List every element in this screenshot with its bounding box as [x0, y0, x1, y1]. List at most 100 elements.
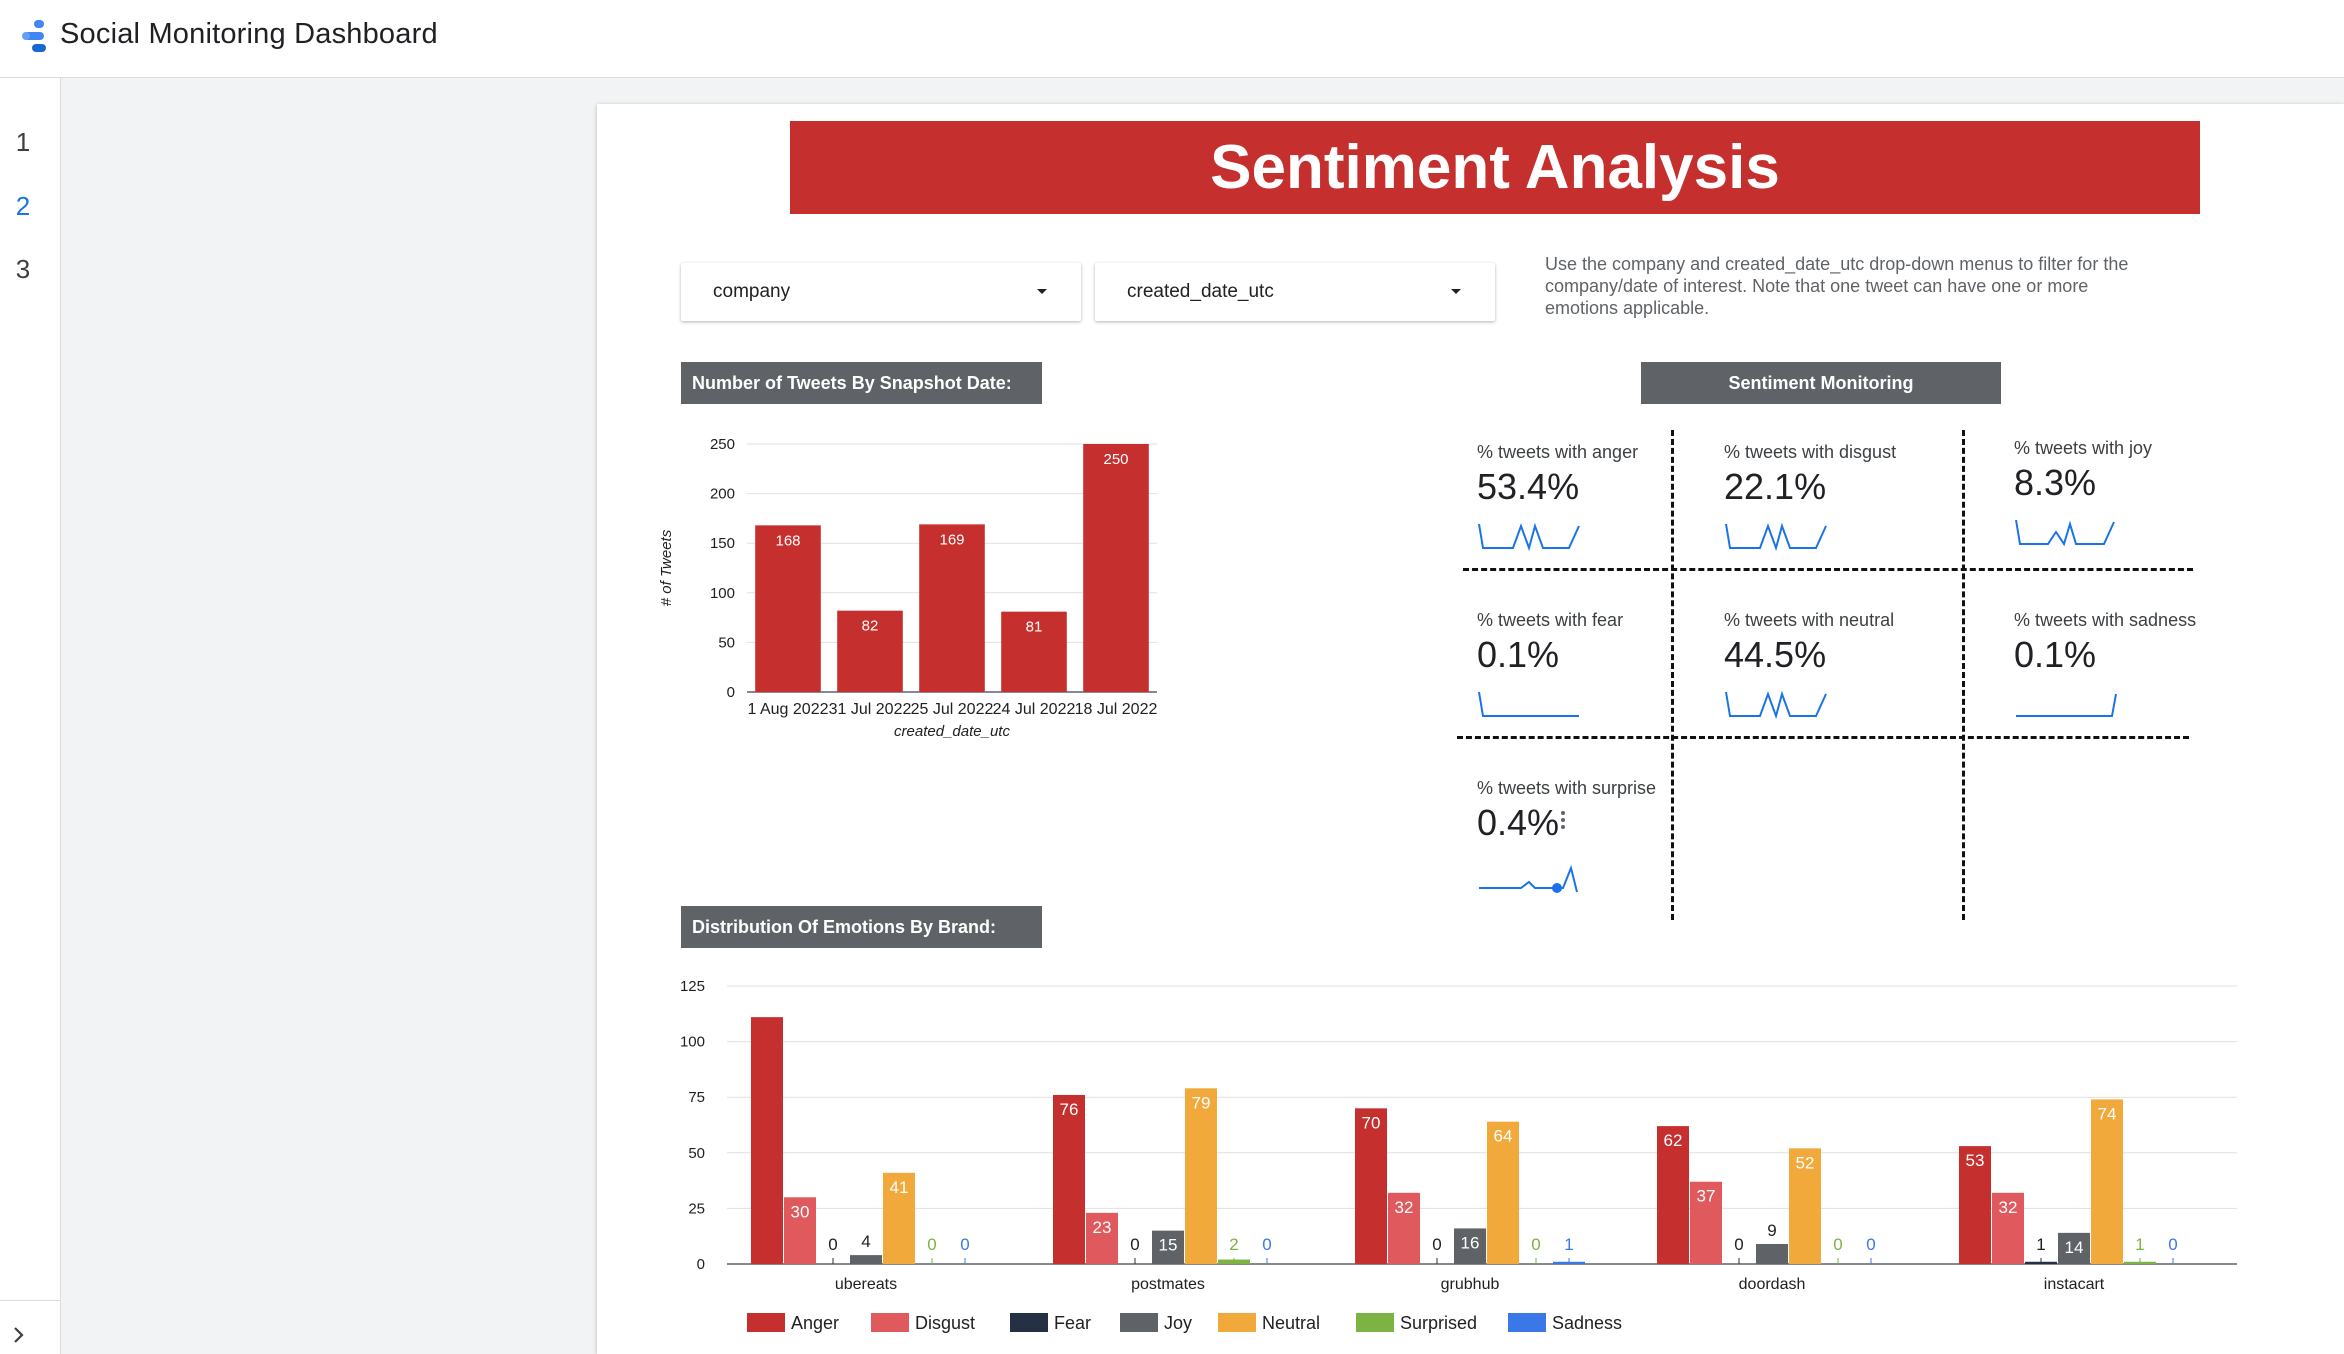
- scorecard-label: % tweets with neutral: [1724, 610, 1895, 630]
- tweets-by-date-chart[interactable]: 0 50 100 150 200 250 168 1 Aug 2022 82 31 Jul 202…: [647, 424, 1207, 984]
- dropdown-arrow-icon: [1451, 289, 1461, 294]
- data-label: 74: [2098, 1104, 2117, 1123]
- top-bar: Social Monitoring Dashboard: [0, 0, 2344, 78]
- y-tick-label: 75: [688, 1089, 705, 1106]
- legend-swatch: [871, 1313, 909, 1332]
- data-label: 76: [1060, 1100, 1079, 1119]
- company-filter-dropdown[interactable]: company: [681, 263, 1081, 321]
- y-tick-label: 100: [710, 585, 735, 602]
- data-label: 52: [1796, 1153, 1815, 1172]
- page-link-1[interactable]: 1: [15, 127, 31, 157]
- data-label: 32: [1999, 1198, 2018, 1217]
- data-label: 2: [1229, 1235, 1238, 1254]
- scorecard-value: 0.1%: [2014, 634, 2097, 675]
- legend-swatch: [1010, 1313, 1048, 1332]
- scorecard-surprise[interactable]: % tweets with surprise 0.4%: [1477, 778, 1707, 918]
- bar: [1690, 1181, 1722, 1264]
- legend-label: Neutral: [1262, 1313, 1321, 1333]
- data-label: 0: [960, 1235, 969, 1254]
- bar: [2091, 1099, 2123, 1264]
- bar: [1185, 1088, 1217, 1264]
- data-label: 169: [939, 531, 964, 548]
- data-label: 14: [2065, 1238, 2084, 1257]
- data-label: 4: [861, 1232, 870, 1251]
- data-label: 250: [1103, 451, 1128, 468]
- data-label: 15: [1159, 1236, 1178, 1255]
- data-label: 53: [1966, 1151, 1985, 1170]
- scorecard-value: 0.4%: [1477, 802, 1560, 843]
- x-tick-label: 18 Jul 2022: [1075, 701, 1158, 718]
- data-label: 41: [890, 1178, 909, 1197]
- data-label: 0: [927, 1235, 936, 1254]
- scorecard-anger[interactable]: % tweets with anger 53.4%: [1477, 442, 1707, 582]
- legend-item[interactable]: Joy: [1120, 1310, 1192, 1336]
- y-tick-label: 25: [688, 1200, 705, 1217]
- x-tick-label: postmates: [1131, 1276, 1205, 1293]
- page-banner-title: Sentiment Analysis: [790, 121, 2200, 214]
- legend-swatch: [1508, 1313, 1546, 1332]
- y-tick-label: 100: [680, 1034, 705, 1051]
- legend-label: Disgust: [915, 1313, 976, 1333]
- grid-divider-vertical-1: [1671, 430, 1674, 920]
- legend-item[interactable]: Fear: [1010, 1310, 1091, 1336]
- bar: [1355, 1108, 1387, 1264]
- grid-divider-horizontal-2: [1457, 736, 2189, 739]
- date-filter-dropdown[interactable]: created_date_utc: [1095, 263, 1495, 321]
- tweets-section-label: Number of Tweets By Snapshot Date:: [681, 362, 1042, 404]
- scorecard-value: 0.1%: [1477, 634, 1560, 675]
- bar: [883, 1172, 915, 1264]
- x-tick-label: ubereats: [835, 1276, 897, 1293]
- company-filter-label: company: [713, 281, 791, 302]
- page-link-3[interactable]: 3: [15, 254, 31, 284]
- legend-label: Sadness: [1552, 1313, 1623, 1333]
- bar: [1053, 1094, 1085, 1264]
- x-tick-label: grubhub: [1441, 1276, 1500, 1293]
- data-label: 79: [1192, 1093, 1211, 1112]
- scorecard-label: % tweets with fear: [1477, 610, 1624, 630]
- scorecard-value: 53.4%: [1477, 466, 1580, 507]
- data-label: 62: [1664, 1131, 1683, 1150]
- data-label: 64: [1494, 1127, 1513, 1146]
- y-tick-label: 0: [697, 1256, 705, 1273]
- legend-item[interactable]: Sadness: [1508, 1310, 1622, 1336]
- scorecard-sadness[interactable]: % tweets with sadness 0.1%: [2014, 610, 2244, 750]
- y-tick-label: 0: [727, 684, 735, 701]
- data-label: 82: [862, 618, 879, 635]
- scorecard-value: 22.1%: [1724, 466, 1827, 507]
- scorecard-value: 8.3%: [2014, 462, 2097, 503]
- bar: [784, 1197, 816, 1264]
- data-label: 81: [1026, 619, 1043, 636]
- scorecard-label: % tweets with joy: [2014, 438, 2153, 458]
- legend-item[interactable]: Neutral: [1218, 1310, 1320, 1336]
- scorecard-fear[interactable]: % tweets with fear 0.1%: [1477, 610, 1707, 750]
- legend-swatch: [1356, 1313, 1394, 1332]
- bar: [1083, 444, 1149, 692]
- bar: [1086, 1212, 1118, 1264]
- x-tick-label: 25 Jul 2022: [911, 701, 994, 718]
- y-tick-label: 200: [710, 486, 735, 503]
- legend-label: Joy: [1164, 1313, 1193, 1333]
- x-tick-label: instacart: [2044, 1276, 2105, 1293]
- data-label: 168: [775, 532, 800, 549]
- chevron-right-icon[interactable]: [12, 1320, 26, 1351]
- sentiment-section-label: Sentiment Monitoring: [1641, 362, 2001, 404]
- data-label: 0: [1262, 1235, 1271, 1254]
- scorecard-disgust[interactable]: % tweets with disgust 22.1%: [1724, 442, 1954, 582]
- filter-instructions-text: Use the company and created_date_utc dro…: [1545, 254, 2129, 318]
- scorecard-label: % tweets with sadness: [2014, 610, 2197, 630]
- legend-item[interactable]: Anger: [747, 1310, 839, 1336]
- y-tick-label: 50: [688, 1145, 705, 1162]
- scorecard-neutral[interactable]: % tweets with neutral 44.5%: [1724, 610, 1954, 750]
- sparkline: [1725, 522, 1827, 552]
- page-link-2[interactable]: 2: [0, 181, 50, 231]
- scorecard-joy[interactable]: % tweets with joy 8.3%: [2014, 438, 2244, 578]
- bar: [1001, 611, 1067, 692]
- sparkline: [2015, 519, 2115, 547]
- bar: [755, 525, 821, 692]
- more-options-icon[interactable]: [1560, 810, 1566, 836]
- legend-item[interactable]: Disgust: [871, 1310, 975, 1336]
- x-tick-label: 1 Aug 2022: [748, 701, 829, 718]
- legend-item[interactable]: Surprised: [1356, 1310, 1477, 1336]
- legend-swatch: [1218, 1313, 1256, 1332]
